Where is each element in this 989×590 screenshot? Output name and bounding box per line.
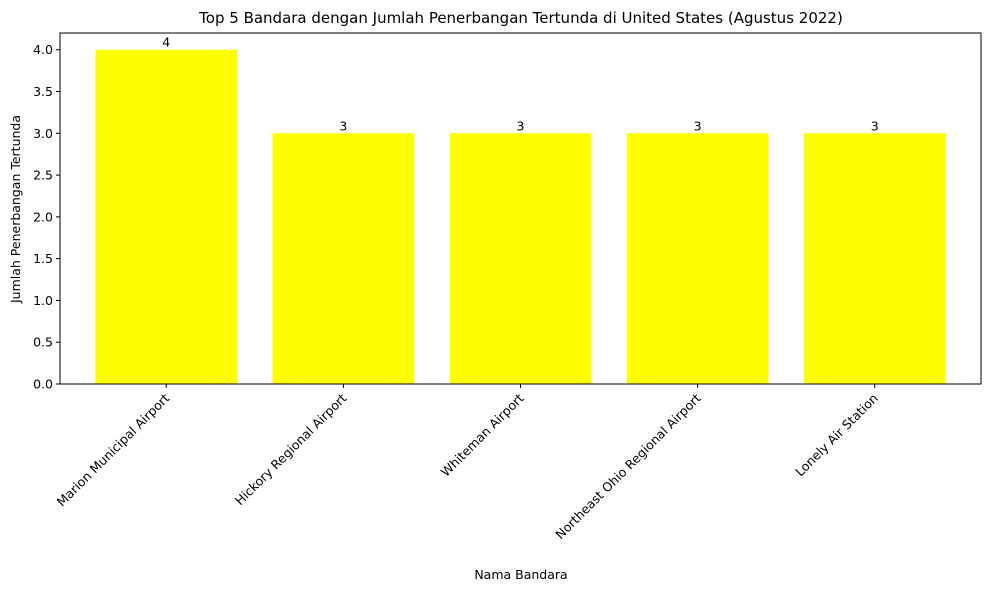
y-tick-label-7: 3.5 — [33, 84, 53, 99]
x-tick-label-2: Whiteman Airport — [438, 390, 527, 479]
bar-2 — [272, 133, 415, 384]
y-tick-label-4: 2.0 — [33, 209, 53, 224]
bar-3 — [449, 133, 592, 384]
x-tick-label-4: Lonely Air Station — [792, 391, 881, 480]
y-tick-label-6: 3.0 — [33, 126, 53, 141]
y-tick-label-8: 4.0 — [33, 42, 53, 57]
chart-title: Top 5 Bandara dengan Jumlah Penerbangan … — [198, 9, 843, 27]
y-tick-label-0: 0.0 — [33, 377, 53, 392]
bar-1 — [95, 49, 238, 385]
bar-value-label-5: 3 — [871, 118, 879, 133]
y-tick-label-1: 0.5 — [33, 335, 53, 350]
x-tick-label-0: Marion Municipal Airport — [54, 390, 173, 509]
plot-area: 4 3 3 3 3 0.0 0.5 1.0 1.5 2.0 2.5 3.0 3.5 4.0 Marion M… — [33, 32, 982, 542]
y-tick-label-2: 1.0 — [33, 293, 53, 308]
y-tick-label-3: 1.5 — [33, 251, 53, 266]
x-tick-label-3: Northeast Ohio Regional Airport — [552, 390, 704, 542]
y-tick-label-5: 2.5 — [33, 168, 53, 183]
bar-value-label-2: 3 — [339, 118, 347, 133]
bar-value-label-1: 4 — [162, 35, 170, 50]
bar-4 — [626, 133, 769, 384]
bar-value-label-4: 3 — [694, 118, 702, 133]
x-axis-label: Nama Bandara — [474, 567, 567, 582]
x-tick-label-1: Hickory Regional Airport — [232, 390, 350, 508]
bar-value-label-3: 3 — [517, 118, 525, 133]
y-axis-label: Jumlah Penerbangan Tertunda — [8, 115, 23, 304]
bar-5 — [803, 133, 946, 384]
